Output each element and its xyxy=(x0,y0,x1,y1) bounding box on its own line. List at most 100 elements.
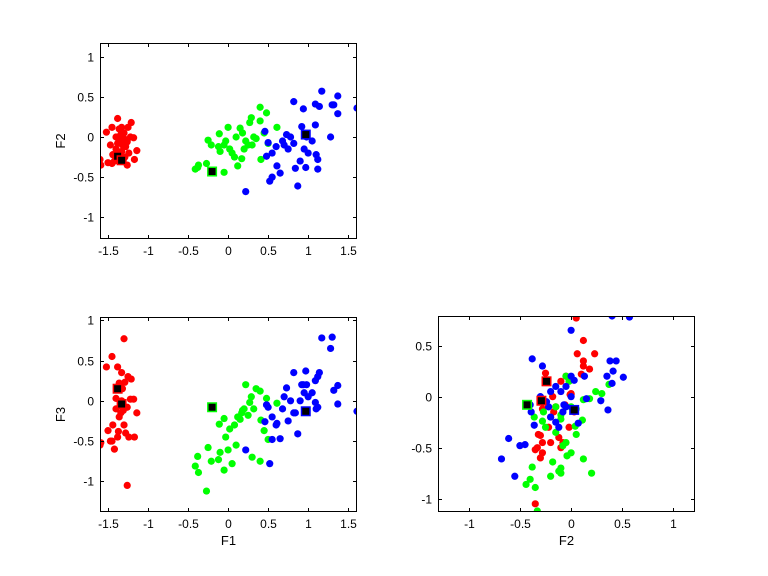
data-point xyxy=(238,129,247,137)
scatter-panel: -1.5 -1 -0.5 0 0.5 1 1.5 -1 -0.5 0 0.5 1 F1 F3 xyxy=(53,314,357,549)
scatter-panel: -1.5 -1 -0.5 0 0.5 1 1.5 -1 -0.5 0 0.5 1 F2 xyxy=(53,43,357,258)
data-point xyxy=(276,169,284,177)
data-point xyxy=(536,454,544,462)
x-tick-label: 0.5 xyxy=(260,244,277,258)
data-point xyxy=(582,395,591,403)
data-point xyxy=(123,481,131,490)
data-point xyxy=(592,387,600,396)
data-point xyxy=(207,457,215,465)
data-point xyxy=(625,316,634,321)
data-point xyxy=(547,472,555,480)
data-point xyxy=(290,139,298,148)
data-point xyxy=(580,372,589,380)
scatter-panel: -1 -0.5 0 0.5 1 -1 -0.5 0 0.5 F2 xyxy=(411,316,695,548)
centroid-marker-core xyxy=(523,401,531,409)
data-point xyxy=(334,400,342,408)
data-point xyxy=(286,133,295,141)
data-point xyxy=(608,379,616,387)
data-point xyxy=(273,399,281,407)
data-point xyxy=(194,468,203,477)
data-point xyxy=(246,118,254,127)
x-tick-label: 0 xyxy=(225,244,232,258)
data-point xyxy=(121,378,129,386)
data-point xyxy=(290,409,298,417)
data-point xyxy=(296,397,304,405)
data-point xyxy=(572,316,580,322)
data-point xyxy=(215,130,223,138)
data-point xyxy=(282,384,291,392)
data-point xyxy=(109,421,117,429)
data-point xyxy=(296,157,304,165)
data-point xyxy=(302,367,310,375)
data-point xyxy=(334,110,342,118)
data-layer xyxy=(100,333,357,495)
data-point xyxy=(262,401,271,409)
data-point xyxy=(102,363,111,371)
data-point xyxy=(250,405,258,413)
data-point xyxy=(299,105,307,113)
data-point xyxy=(261,127,269,135)
data-point xyxy=(242,381,250,389)
data-point xyxy=(567,393,575,401)
y-tick-label: 0 xyxy=(425,391,432,405)
data-point xyxy=(264,139,272,147)
x-tick-label: -1 xyxy=(143,244,154,258)
data-point xyxy=(220,141,228,149)
data-point xyxy=(606,357,614,365)
plot-area xyxy=(100,317,357,512)
data-point xyxy=(256,117,264,125)
y-tick-label: 0 xyxy=(87,395,94,409)
x-tick-label: 0 xyxy=(568,517,575,531)
x-tick-label: 1.5 xyxy=(340,517,357,531)
data-point xyxy=(603,372,611,380)
data-point xyxy=(567,372,575,380)
y-tick-label: 0.5 xyxy=(77,355,94,369)
data-point xyxy=(533,444,541,452)
data-point xyxy=(108,352,116,361)
data-point xyxy=(104,427,112,435)
data-point xyxy=(612,357,620,365)
data-point xyxy=(242,188,250,196)
data-point xyxy=(230,153,239,161)
centroid-marker-core xyxy=(114,385,122,393)
data-point xyxy=(597,397,605,405)
data-point xyxy=(549,458,557,466)
data-point xyxy=(278,137,287,145)
centroid-marker-core xyxy=(208,168,216,176)
data-point xyxy=(261,418,269,426)
data-point xyxy=(207,141,215,149)
data-point xyxy=(530,421,538,429)
data-point xyxy=(260,427,268,435)
data-point xyxy=(334,381,342,390)
x-tick-label: -0.5 xyxy=(178,244,199,258)
data-point xyxy=(256,103,264,111)
centroid-marker-core xyxy=(570,406,578,414)
data-point xyxy=(533,507,541,512)
data-point xyxy=(527,408,535,416)
data-point xyxy=(511,472,519,480)
data-point xyxy=(565,423,573,431)
y-tick-label: -0.5 xyxy=(73,435,94,449)
y-tick-label: -1 xyxy=(421,493,432,507)
data-point xyxy=(302,381,311,389)
data-point xyxy=(133,409,141,417)
data-point xyxy=(531,500,539,508)
data-point xyxy=(248,141,256,149)
data-point xyxy=(117,130,125,139)
data-point xyxy=(124,123,132,131)
data-point xyxy=(228,460,236,468)
y-tick-label: 1 xyxy=(87,314,94,328)
data-point xyxy=(314,165,322,173)
data-point xyxy=(579,336,587,345)
data-point xyxy=(220,168,228,176)
data-point xyxy=(538,362,547,370)
y-tick-label: -0.5 xyxy=(411,442,432,456)
centroid-marker-core xyxy=(543,377,551,385)
data-point xyxy=(562,382,570,391)
data-point xyxy=(110,445,119,453)
data-point xyxy=(528,463,536,471)
data-point xyxy=(574,419,582,427)
y-tick-label: -1 xyxy=(83,475,94,489)
data-point xyxy=(100,439,105,447)
data-point xyxy=(215,420,223,428)
